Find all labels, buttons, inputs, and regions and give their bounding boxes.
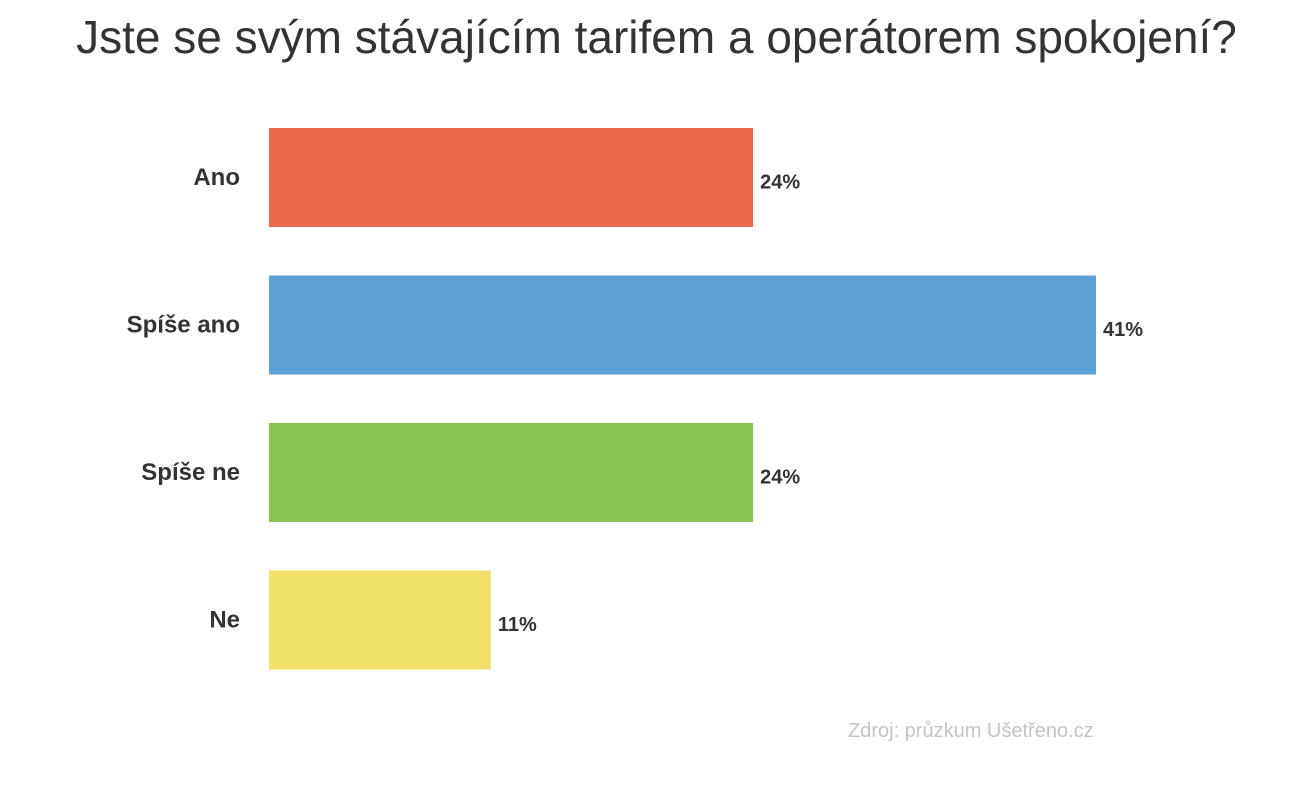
category-label-spise-ne: Spíše ne (141, 459, 240, 486)
category-label-spise-ano: Spíše ano (127, 312, 240, 339)
chart-title: Jste se svým stávajícím tarifem a operát… (76, 11, 1237, 63)
bar-spise-ano (269, 275, 1096, 375)
value-label-spise-ne: 24% (760, 467, 800, 489)
bar-ano (269, 128, 754, 227)
category-label-ne: Ne (209, 607, 240, 634)
value-label-spise-ano: 41% (1103, 319, 1143, 341)
source-note: Zdroj: průzkum Ušetřeno.cz (848, 720, 1094, 742)
value-label-ano: 24% (760, 172, 800, 194)
bars-group (269, 128, 1096, 670)
category-labels-group: Ano Spíše ano Spíše ne Ne (127, 164, 240, 634)
value-labels-group: 24% 41% 24% 11% (498, 172, 1143, 637)
value-label-ne: 11% (498, 614, 537, 636)
category-label-ano: Ano (193, 164, 240, 191)
bar-spise-ne (269, 423, 754, 522)
bar-ne (269, 570, 491, 670)
